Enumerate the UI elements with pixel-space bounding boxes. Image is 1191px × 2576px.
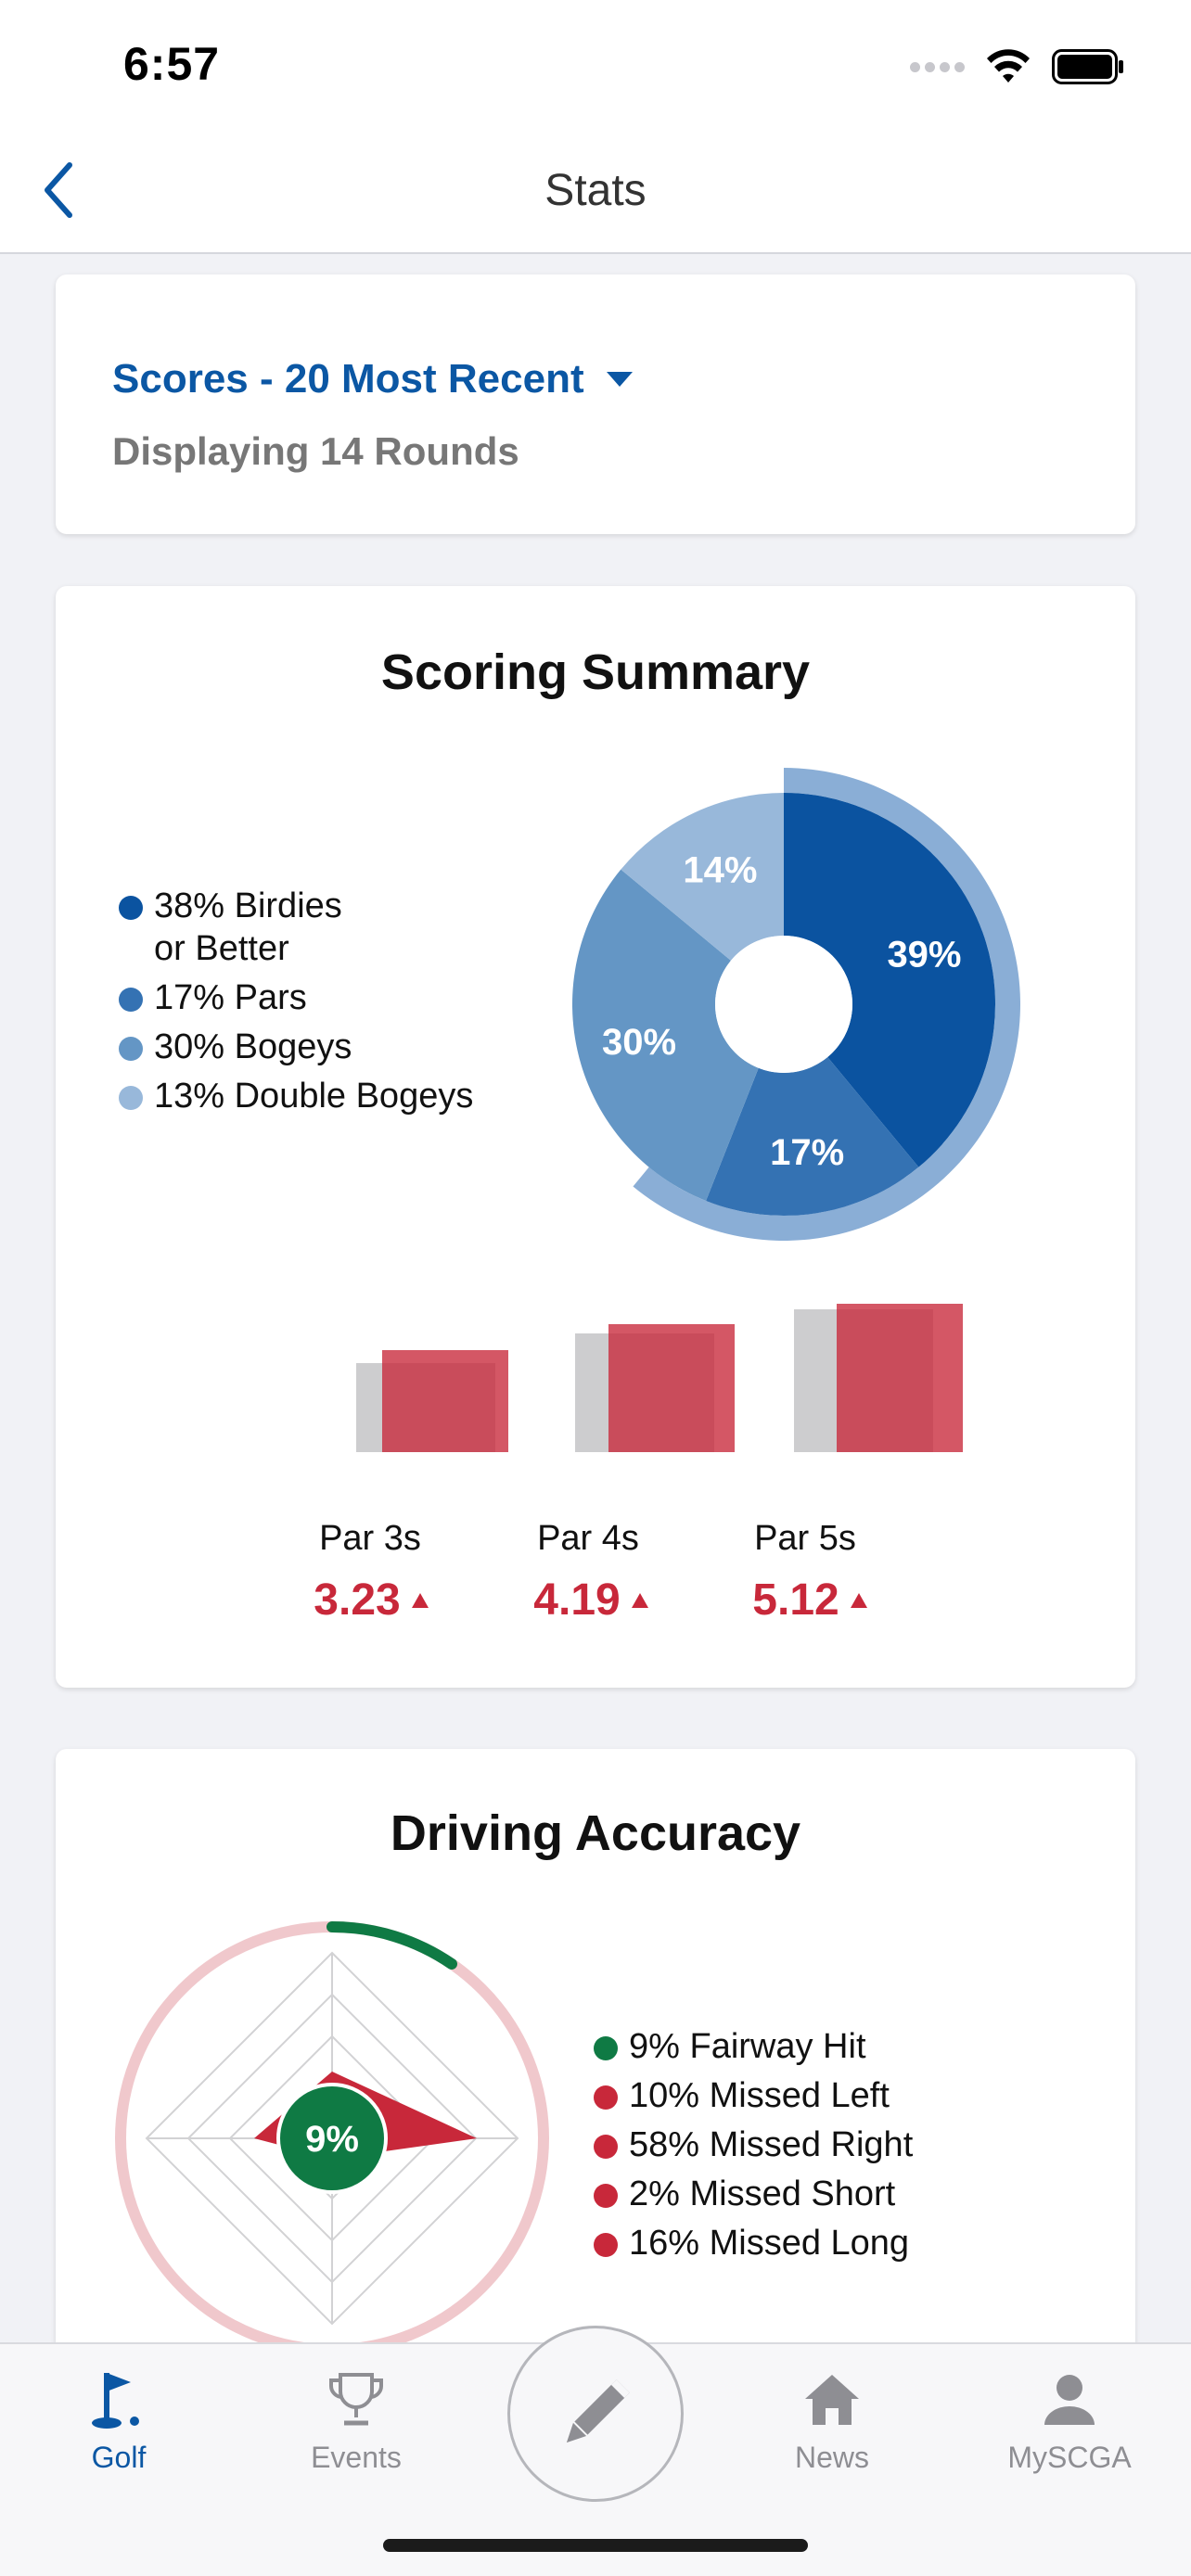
pencil-icon bbox=[566, 2379, 630, 2443]
tab-label: Events bbox=[311, 2441, 402, 2474]
scoring-legend: 38% Birdies or Better 17% Pars 30% Bogey… bbox=[119, 885, 473, 1124]
page-title: Stats bbox=[544, 166, 647, 215]
scores-range-dropdown[interactable]: Scores - 20 Most Recent bbox=[112, 356, 634, 402]
legend-label: 58% Missed Right bbox=[629, 2125, 914, 2164]
scoring-summary-card: Scoring Summary 38% Birdies or Better 17… bbox=[56, 586, 1135, 1688]
par5-label: Par 5s bbox=[754, 1519, 856, 1558]
trend-up-icon bbox=[631, 1592, 648, 1608]
legend-label: 30% Bogeys bbox=[154, 1027, 352, 1066]
donut-slice-label: 14% bbox=[683, 849, 757, 890]
house-icon bbox=[739, 2363, 925, 2437]
par3-average-value: 3.23 bbox=[314, 1575, 401, 1625]
par-average-bars bbox=[356, 1304, 963, 1452]
fairway-hit-arc bbox=[327, 1921, 457, 1970]
donut-highlight-ring bbox=[633, 768, 1020, 1241]
tab-label: Golf bbox=[91, 2441, 147, 2474]
chevron-left-icon bbox=[45, 162, 72, 218]
tab-news[interactable]: News bbox=[739, 2363, 925, 2475]
tab-label: MySCGA bbox=[1007, 2441, 1132, 2474]
legend-label: 38% Birdies bbox=[154, 886, 342, 925]
trend-up-icon bbox=[411, 1592, 429, 1608]
status-icons bbox=[910, 46, 1126, 87]
donut-slice-label: 39% bbox=[887, 934, 961, 975]
trophy-icon bbox=[263, 2363, 449, 2437]
legend-item-bogeys: 30% Bogeys bbox=[119, 1026, 473, 1068]
legend-item-double-bogeys: 13% Double Bogeys bbox=[119, 1075, 473, 1117]
tab-label: News bbox=[794, 2441, 869, 2474]
home-indicator bbox=[383, 2539, 808, 2552]
wifi-icon bbox=[987, 49, 1030, 83]
golf-flag-icon bbox=[26, 2363, 211, 2437]
legend-item-missed-long: 16% Missed Long bbox=[594, 2222, 913, 2264]
tab-myscga[interactable]: MySCGA bbox=[977, 2363, 1162, 2475]
tab-golf[interactable]: Golf bbox=[26, 2363, 211, 2475]
legend-dot bbox=[119, 1037, 143, 1061]
legend-label: 17% Pars bbox=[154, 978, 307, 1017]
status-bar: 6:57 bbox=[0, 0, 1191, 130]
scores-range-label: Scores - 20 Most Recent bbox=[112, 356, 584, 402]
par4-average: 4.19 bbox=[489, 1575, 693, 1626]
legend-dot bbox=[594, 2135, 618, 2159]
post-score-button[interactable] bbox=[507, 2326, 684, 2502]
donut-hole bbox=[715, 936, 852, 1073]
driving-accuracy-title: Driving Accuracy bbox=[390, 1805, 801, 1861]
legend-dot bbox=[594, 2036, 618, 2060]
legend-dot bbox=[119, 896, 143, 920]
legend-label: 10% Missed Left bbox=[629, 2076, 890, 2115]
driving-accuracy-card: Driving Accuracy 9% 9% Fairway Hit 10% M… bbox=[56, 1749, 1135, 2398]
legend-item-missed-right: 58% Missed Right bbox=[594, 2123, 913, 2166]
par4-label: Par 4s bbox=[537, 1519, 639, 1558]
legend-item-fairway-hit: 9% Fairway Hit bbox=[594, 2025, 913, 2068]
driving-accuracy-radar-chart: 9% bbox=[115, 1921, 549, 2355]
navigation-bar: Stats bbox=[0, 130, 1191, 254]
legend-dot bbox=[594, 2233, 618, 2257]
legend-label: 9% Fairway Hit bbox=[629, 2027, 866, 2066]
donut-slice bbox=[706, 1057, 919, 1216]
legend-dot bbox=[119, 988, 143, 1012]
legend-item-pars: 17% Pars bbox=[119, 976, 473, 1019]
par3-average: 3.23 bbox=[269, 1575, 473, 1626]
par4-average-value: 4.19 bbox=[533, 1575, 621, 1625]
par3-label: Par 3s bbox=[319, 1519, 421, 1558]
back-button[interactable] bbox=[26, 158, 91, 223]
legend-item-birdies: 38% Birdies or Better bbox=[119, 885, 473, 970]
par3-average-bar bbox=[382, 1350, 508, 1452]
par5-average-bar bbox=[837, 1304, 963, 1452]
scoring-donut-chart: 39% 17% 30% 14% bbox=[572, 768, 1020, 1241]
donut-slice-label: 17% bbox=[770, 1132, 844, 1173]
fairway-hit-center-value: 9% bbox=[305, 2119, 359, 2160]
legend-label: 13% Double Bogeys bbox=[154, 1077, 474, 1116]
donut-slice bbox=[621, 793, 784, 961]
status-time: 6:57 bbox=[123, 38, 221, 90]
person-icon bbox=[977, 2363, 1162, 2437]
scoring-summary-title: Scoring Summary bbox=[380, 644, 811, 700]
legend-dot bbox=[594, 2085, 618, 2110]
cellular-signal-icon bbox=[910, 61, 965, 72]
battery-icon bbox=[1052, 49, 1123, 84]
driving-legend: 9% Fairway Hit 10% Missed Left 58% Misse… bbox=[594, 2025, 913, 2271]
scores-filter-card: Scores - 20 Most Recent Displaying 14 Ro… bbox=[56, 274, 1135, 534]
rounds-count-text: Displaying 14 Rounds bbox=[112, 429, 519, 473]
par5-average: 5.12 bbox=[708, 1575, 912, 1626]
legend-label: 16% Missed Long bbox=[629, 2224, 910, 2263]
par4-average-bar bbox=[608, 1324, 735, 1452]
legend-item-missed-left: 10% Missed Left bbox=[594, 2074, 913, 2117]
par5-average-value: 5.12 bbox=[752, 1575, 839, 1625]
donut-slice bbox=[784, 793, 995, 1167]
legend-label: 2% Missed Short bbox=[629, 2174, 896, 2213]
legend-dot bbox=[119, 1086, 143, 1110]
donut-slice bbox=[572, 869, 759, 1201]
caret-down-icon bbox=[606, 372, 633, 387]
legend-label: or Better bbox=[154, 929, 289, 968]
legend-dot bbox=[594, 2184, 618, 2208]
donut-slice-label: 30% bbox=[602, 1022, 676, 1063]
legend-item-missed-short: 2% Missed Short bbox=[594, 2173, 913, 2215]
trend-up-icon bbox=[850, 1592, 867, 1608]
tab-events[interactable]: Events bbox=[263, 2363, 449, 2475]
